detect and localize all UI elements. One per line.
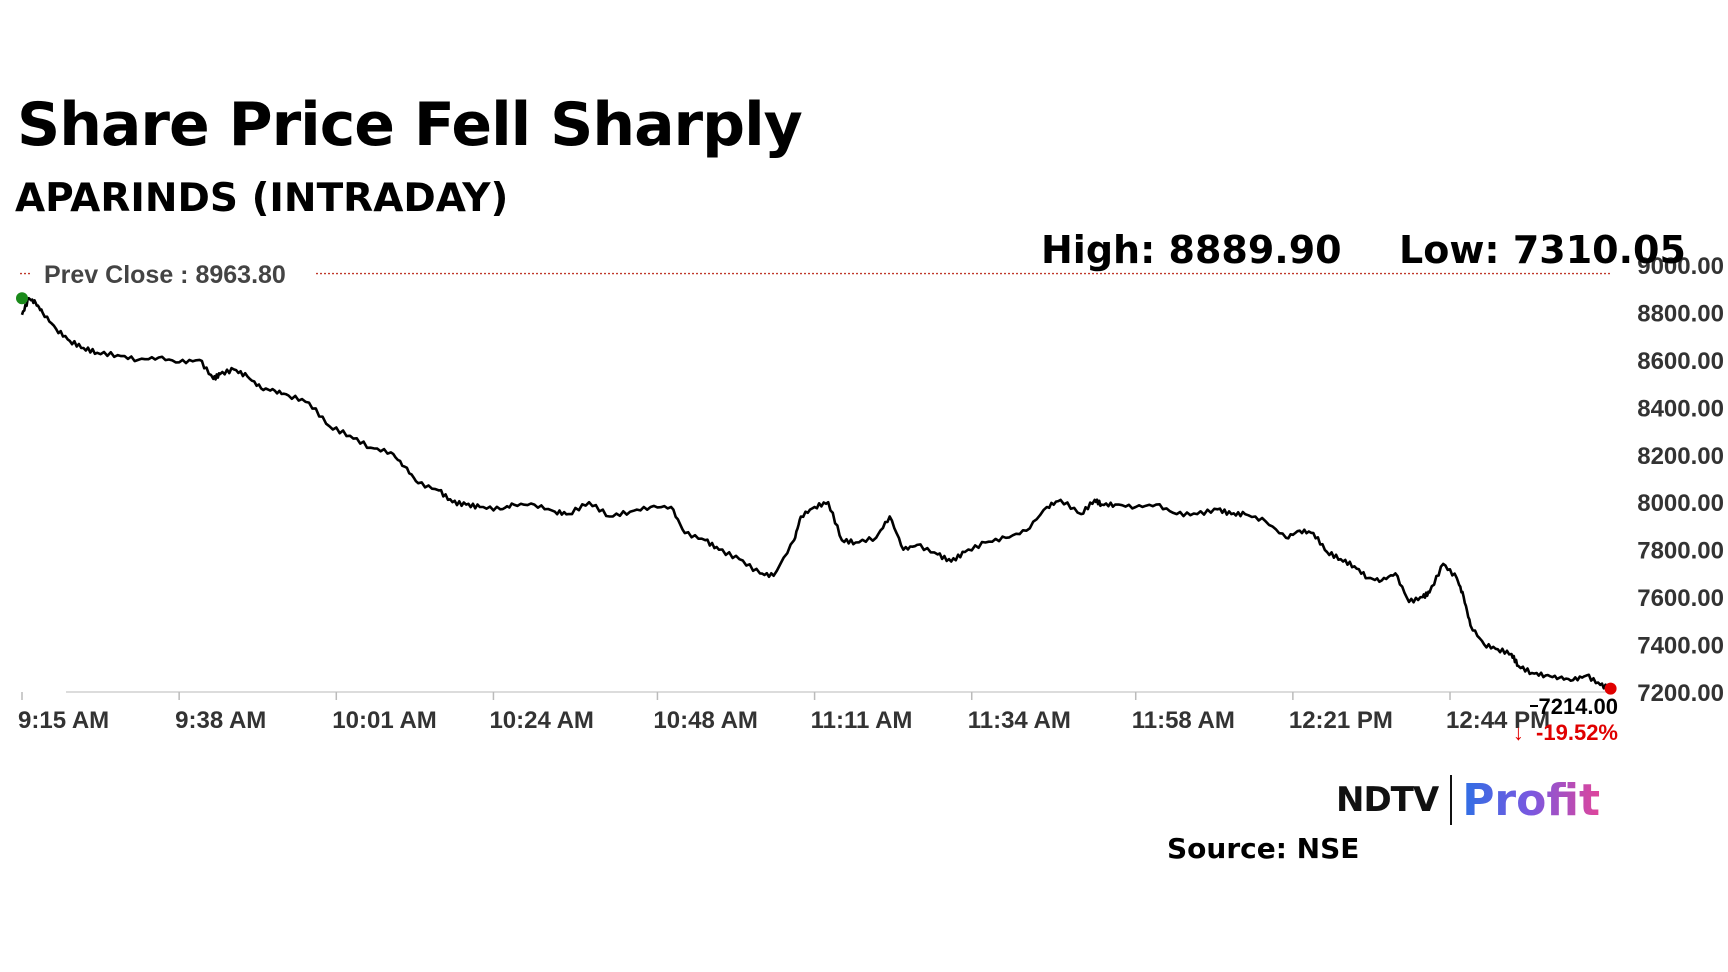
logo-divider xyxy=(1450,775,1453,825)
y-tick-label: 7200.00 xyxy=(1637,680,1724,707)
price-series-line xyxy=(20,296,1612,691)
down-arrow-icon: ↓ xyxy=(1513,720,1524,745)
y-tick-label: 7400.00 xyxy=(1637,633,1724,660)
prev-close-label-background xyxy=(30,258,315,290)
x-tick-label: 12:21 PM xyxy=(1289,707,1393,734)
source-note: Source: NSE xyxy=(1167,832,1360,865)
last-change-label: ↓ -19.52% xyxy=(1513,720,1618,745)
x-tick-label: 10:48 AM xyxy=(653,707,757,734)
y-tick-label: 8600.00 xyxy=(1637,348,1724,375)
x-tick-label: 11:11 AM xyxy=(811,707,913,734)
x-tick-label: 11:34 AM xyxy=(968,707,1071,734)
logo-ndtv-text: NDTV xyxy=(1336,780,1439,820)
prev-close-label: Prev Close : 8963.80 xyxy=(44,261,286,289)
low-stat: Low: 7310.05 xyxy=(1399,228,1686,272)
x-tick-label: 9:15 AM xyxy=(18,707,109,734)
x-tick-label: 10:24 AM xyxy=(489,707,593,734)
x-axis: 9:15 AM 9:38 AM 10:01 AM 10:24 AM 10:48 AM 11… xyxy=(18,692,1550,734)
high-stat: High: 8889.90 xyxy=(1041,228,1342,272)
start-point-marker xyxy=(16,292,28,305)
y-tick-label: 9000.00 xyxy=(1637,253,1724,280)
end-point-marker xyxy=(1604,682,1617,695)
y-axis: 9000.00 8800.00 8600.00 8400.00 8200.00 8000.… xyxy=(1637,253,1724,707)
logo-profit-text: Profit xyxy=(1462,774,1601,826)
y-tick-label: 8000.00 xyxy=(1637,490,1724,517)
chart-subtitle: APARINDS (INTRADAY) xyxy=(15,176,509,221)
chart-title: Share Price Fell Sharply xyxy=(17,90,803,160)
last-change-value: -19.52% xyxy=(1536,720,1618,745)
last-price-label: 7214.00 xyxy=(1538,694,1618,719)
x-tick-label: 9:38 AM xyxy=(175,707,266,734)
x-tick-label: 12:44 PM xyxy=(1446,707,1550,734)
y-tick-label: 7800.00 xyxy=(1637,538,1724,565)
y-tick-label: 8800.00 xyxy=(1637,300,1724,327)
y-tick-label: 8200.00 xyxy=(1637,443,1724,470)
x-tick-label: 10:01 AM xyxy=(332,707,436,734)
ndtv-profit-logo: NDTV Profit xyxy=(1336,772,1600,828)
y-tick-label: 8400.00 xyxy=(1637,395,1724,422)
x-tick-label: 11:58 AM xyxy=(1132,707,1235,734)
y-tick-label: 7600.00 xyxy=(1637,585,1724,612)
